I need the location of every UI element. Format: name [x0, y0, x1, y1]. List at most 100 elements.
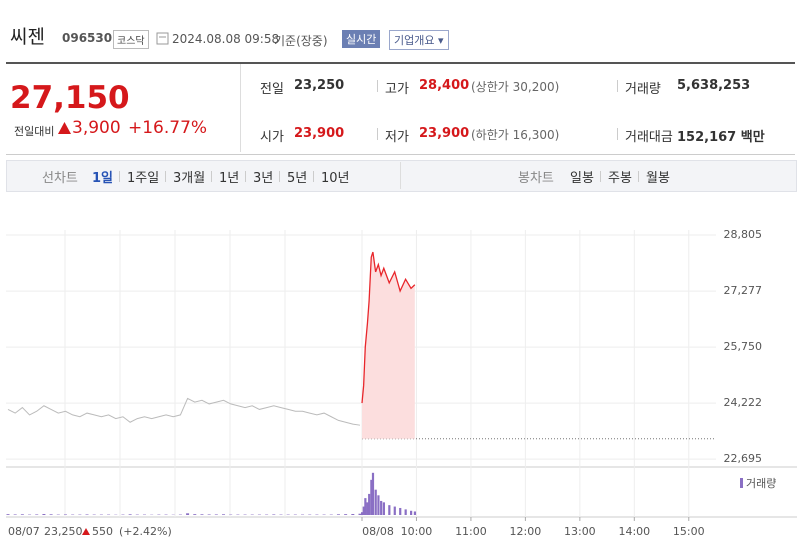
- area-fill: [362, 252, 415, 439]
- stat-separator: [377, 128, 378, 140]
- volume-bar: [186, 513, 190, 515]
- y-tick-label: 24,222: [724, 396, 763, 409]
- period-tab[interactable]: 3년: [253, 171, 274, 186]
- tab-separator: [600, 171, 601, 182]
- volume-bar: [377, 495, 380, 515]
- volume-bar: [374, 489, 377, 515]
- volume-bar: [351, 514, 355, 515]
- stat-value: 23,900: [419, 126, 470, 141]
- divider: [400, 162, 401, 189]
- tab-separator: [638, 171, 639, 182]
- period-tab[interactable]: 3개월: [173, 171, 206, 186]
- stat-value: 152,167 백만: [677, 130, 765, 145]
- tab-bar: [6, 160, 797, 192]
- x-tick-label: 14:00: [618, 525, 650, 538]
- tab-separator: [119, 171, 120, 182]
- market-badge: 코스닥: [113, 30, 149, 49]
- y-tick-label: 22,695: [724, 452, 763, 465]
- company-info-label: 기업개요: [394, 34, 435, 47]
- stat-label: 고가: [385, 82, 409, 97]
- change-pct: +16.77%: [128, 118, 208, 138]
- volume-bar: [410, 510, 413, 515]
- stock-name: 씨젠: [10, 26, 45, 48]
- volume-bar: [207, 514, 211, 515]
- volume-bar: [193, 514, 197, 515]
- tab-separator: [245, 171, 246, 182]
- stat-label: 거래대금: [625, 130, 673, 145]
- basis: 기준(장중): [274, 34, 328, 48]
- stat-value: 23,900: [294, 126, 345, 141]
- volume-bar: [20, 514, 24, 515]
- volume-bar: [128, 514, 132, 515]
- change: 3,900: [72, 118, 121, 138]
- x-tick-label: 11:00: [455, 525, 487, 538]
- volume-bar: [200, 514, 204, 515]
- company-info-button[interactable]: 기업개요 ▾: [389, 30, 449, 50]
- x-tick-label: 10:00: [401, 525, 433, 538]
- legend-swatch: [740, 478, 743, 488]
- tab-separator: [279, 171, 280, 182]
- x-tick-label: 08/07: [8, 525, 40, 538]
- stock-code: 096530: [62, 31, 113, 45]
- volume-bar: [388, 505, 391, 515]
- footer-close: 23,250: [44, 525, 83, 538]
- chart: 22,695 24,222 25,750 27,277 28,805 08/08 10:00…: [6, 228, 797, 538]
- stat-label: 거래량: [625, 82, 661, 97]
- x-tick-label: 08/08: [362, 525, 394, 538]
- x-tick-label: 15:00: [673, 525, 705, 538]
- volume-bar: [85, 514, 89, 515]
- quote-box: [6, 62, 795, 155]
- tab-label: 선차트: [42, 171, 78, 186]
- candle-tab[interactable]: 일봉: [570, 171, 594, 186]
- stat-separator: [377, 80, 378, 92]
- period-tab[interactable]: 1주일: [127, 171, 160, 186]
- stat-separator: [617, 80, 618, 92]
- volume-bar: [42, 514, 46, 515]
- tab-separator: [313, 171, 314, 182]
- volume-bar: [6, 514, 10, 515]
- volume-bar: [214, 514, 218, 515]
- stat-label: 시가: [260, 130, 284, 145]
- realtime-badge[interactable]: 실시간: [342, 30, 381, 48]
- volume-bar: [382, 502, 385, 515]
- tab-label: 봉차트: [518, 171, 554, 186]
- divider: [240, 64, 241, 152]
- stat-value: 5,638,253: [677, 78, 751, 93]
- volume-bar: [336, 514, 340, 515]
- datetime: 2024.08.08 09:58: [172, 32, 280, 46]
- volume-bar: [364, 498, 367, 515]
- volume-bar: [370, 479, 373, 515]
- volume-bar: [413, 511, 417, 515]
- tab-separator: [211, 171, 212, 182]
- up-arrow: [58, 122, 71, 134]
- prev-day-line: [7, 397, 361, 426]
- stat-value: 28,400: [419, 78, 470, 93]
- stat-label: 저가: [385, 130, 409, 145]
- up-arrow: [82, 528, 90, 535]
- y-tick-label: 28,805: [724, 228, 763, 241]
- period-tab[interactable]: 1일: [92, 171, 114, 186]
- x-tick-label: 12:00: [510, 525, 542, 538]
- volume-bar: [361, 512, 364, 515]
- stat-label: 전일: [260, 82, 284, 97]
- volume-bar: [272, 514, 276, 515]
- volume-bar: [393, 506, 396, 515]
- volume-bar: [399, 507, 402, 515]
- candle-tab[interactable]: 월봉: [646, 171, 670, 186]
- x-tick-label: 13:00: [564, 525, 596, 538]
- stat-extra: (상한가 30,200): [471, 80, 560, 94]
- period-tab[interactable]: 1년: [219, 171, 240, 186]
- stat-separator: [617, 128, 618, 140]
- volume-bar: [380, 500, 383, 515]
- volume-bar: [366, 502, 369, 515]
- candle-tab[interactable]: 주봉: [608, 171, 632, 186]
- volume-bar: [63, 514, 67, 515]
- period-tab[interactable]: 10년: [321, 171, 350, 186]
- volume-bar: [362, 506, 365, 515]
- tab-separator: [165, 171, 166, 182]
- change-label: 전일대비: [14, 125, 55, 138]
- current-price: 27,150: [10, 80, 130, 116]
- period-tab[interactable]: 5년: [287, 171, 308, 186]
- volume-bar: [35, 514, 39, 515]
